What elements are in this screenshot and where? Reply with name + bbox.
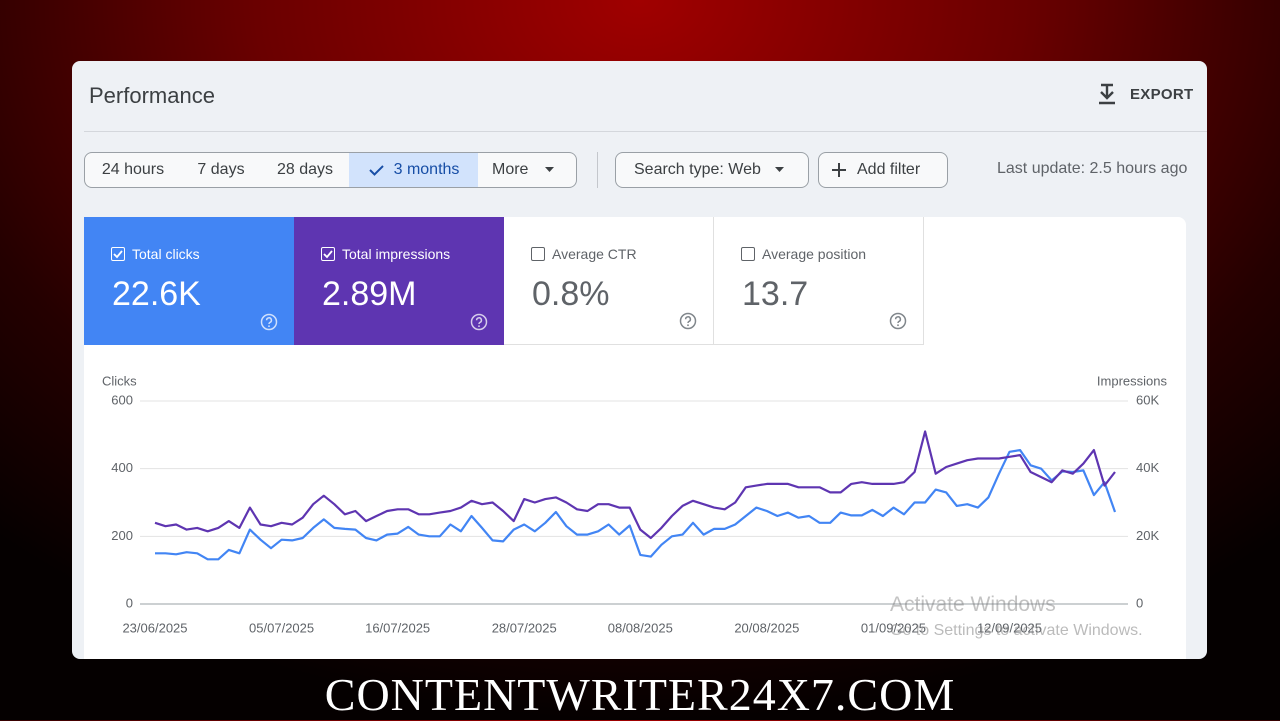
y-tick-label: 600 <box>111 392 133 407</box>
x-tick-label: 16/07/2025 <box>365 620 430 635</box>
range-button[interactable]: 3 months <box>349 152 479 188</box>
x-tick-label: 08/08/2025 <box>608 620 673 635</box>
dropdown-arrow <box>774 167 784 172</box>
checkbox[interactable] <box>321 247 335 261</box>
y-tick-label: 400 <box>111 460 133 475</box>
metric-card[interactable]: Total clicks 22.6K <box>84 217 294 345</box>
range-label: 28 days <box>276 161 334 178</box>
range-label: 24 hours <box>101 161 165 178</box>
site-banner: CONTENTWRITER24X7.COM <box>324 669 956 720</box>
divider <box>84 131 1207 132</box>
range-label: 7 days <box>197 161 245 178</box>
y-tick-label: 200 <box>111 528 133 543</box>
x-tick-label: 20/08/2025 <box>734 620 799 635</box>
series-line <box>154 430 1116 540</box>
metric-header: Average position <box>741 246 866 262</box>
y2-tick-label: 0 <box>1136 595 1143 610</box>
metric-card[interactable]: Total impressions 2.89M <box>294 217 504 345</box>
add-filter-button[interactable]: Add filter <box>818 152 948 188</box>
y2-tick-label: 40K <box>1136 460 1159 475</box>
range-label: 3 months <box>393 161 460 178</box>
help-icon[interactable] <box>260 313 278 331</box>
separator <box>597 152 598 188</box>
y-tick-label: 0 <box>126 595 133 610</box>
metric-label: Total clicks <box>132 246 200 262</box>
metric-value: 22.6K <box>112 275 201 313</box>
x-tick-label: 12/09/2025 <box>977 620 1042 635</box>
help-icon[interactable] <box>679 312 697 330</box>
x-tick-label: 01/09/2025 <box>861 620 926 635</box>
last-update: Last update: 2.5 hours ago <box>997 160 1188 177</box>
search-type-filter[interactable]: Search type: Web <box>615 152 809 188</box>
range-button[interactable]: 7 days <box>181 152 262 188</box>
x-tick-label: 28/07/2025 <box>492 620 557 635</box>
range-button[interactable]: More <box>478 152 577 188</box>
checkbox[interactable] <box>111 247 125 261</box>
metric-card[interactable]: Average position 13.7 <box>714 217 924 345</box>
check-icon <box>113 250 123 259</box>
plus-icon <box>832 163 846 177</box>
watermark-title: Activate Windows <box>890 593 1056 616</box>
x-tick-label: 05/07/2025 <box>249 620 314 635</box>
help-icon[interactable] <box>889 312 907 330</box>
export-button[interactable]: EXPORT <box>1130 86 1194 103</box>
export-icon[interactable] <box>1097 83 1117 105</box>
metric-label: Total impressions <box>342 246 451 262</box>
filter-label: Add filter <box>857 161 921 178</box>
help-icon[interactable] <box>470 313 488 331</box>
metric-header: Total impressions <box>321 246 450 262</box>
metric-value: 13.7 <box>742 275 809 313</box>
checkbox[interactable] <box>531 247 545 261</box>
check-icon <box>368 165 384 176</box>
range-label: More <box>492 161 529 178</box>
metric-header: Average CTR <box>531 246 637 262</box>
metric-label: Average CTR <box>552 246 637 262</box>
x-tick-label: 23/06/2025 <box>122 620 187 635</box>
y2-tick-label: 20K <box>1136 528 1159 543</box>
page-title: Performance <box>89 83 215 108</box>
metric-value: 2.89M <box>322 275 417 313</box>
check-icon <box>323 250 333 259</box>
y-axis-title: Clicks <box>102 373 137 388</box>
range-button[interactable]: 24 hours <box>84 152 182 188</box>
metric-header: Total clicks <box>111 246 200 262</box>
y2-tick-label: 60K <box>1136 392 1159 407</box>
filter-label: Search type: Web <box>634 161 761 178</box>
series-line <box>155 449 1117 561</box>
dropdown-arrow <box>545 167 555 172</box>
metric-label: Average position <box>762 246 867 262</box>
metric-card[interactable]: Average CTR 0.8% <box>504 217 714 345</box>
checkbox[interactable] <box>741 247 755 261</box>
watermark-text: Go to Settings to activate Windows. <box>890 622 1143 639</box>
metric-value: 0.8% <box>532 275 610 313</box>
y2-axis-title: Impressions <box>1097 373 1168 388</box>
